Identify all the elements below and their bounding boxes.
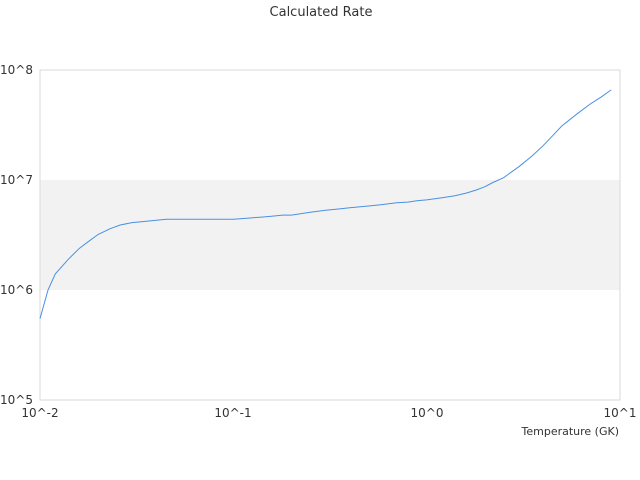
x-tick-label: 10^-2	[21, 406, 58, 420]
series-line	[39, 89, 612, 319]
y-tick-label: 10^5	[0, 393, 33, 407]
x-axis: 10^-2 10^-1 10^0 10^1	[21, 406, 636, 420]
y-tick-label: 10^7	[0, 173, 33, 187]
x-tick-label: 10^1	[604, 406, 637, 420]
chart-title: Calculated Rate	[270, 5, 373, 20]
y-tick-label: 10^8	[0, 63, 33, 77]
x-axis-label: Temperature (GK)	[521, 425, 620, 438]
y-tick-label: 10^6	[0, 283, 33, 297]
plot-frame	[39, 69, 621, 401]
shaded-band	[40, 180, 620, 290]
x-tick-label: 10^-1	[214, 406, 251, 420]
y-axis: 10^5 10^6 10^7 10^8	[0, 63, 33, 407]
x-tick-label: 10^0	[411, 406, 444, 420]
